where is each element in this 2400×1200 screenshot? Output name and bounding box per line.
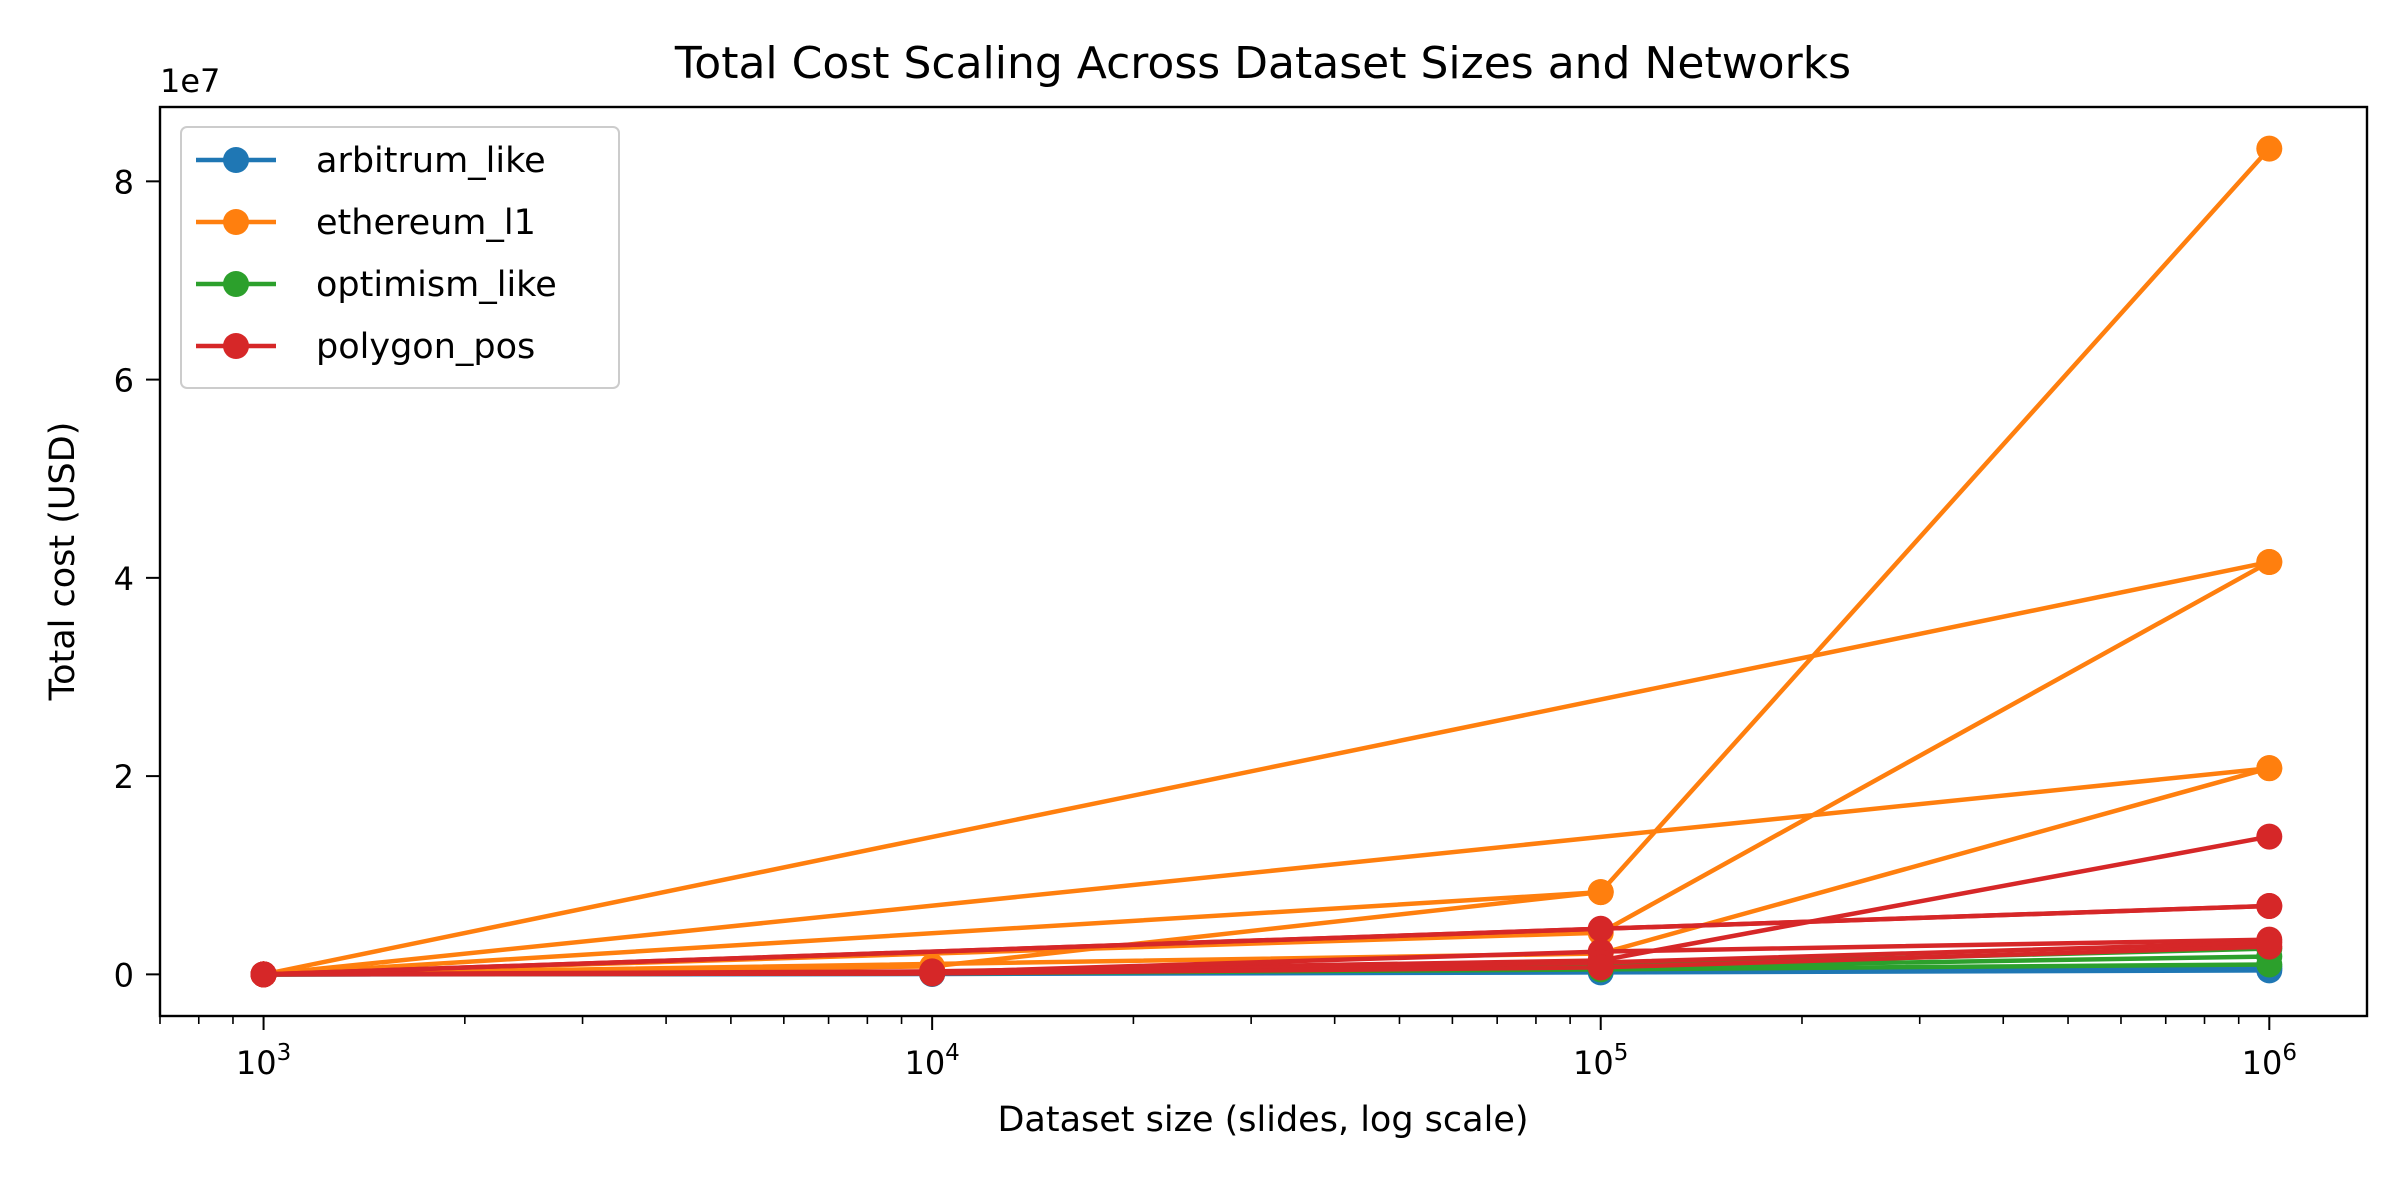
data-point xyxy=(2256,892,2283,919)
x-axis-label: Dataset size (slides, log scale) xyxy=(997,1100,1528,1140)
data-point xyxy=(1587,915,1614,942)
x-tick-label: 106 xyxy=(2242,1040,2297,1082)
data-point xyxy=(2256,933,2283,960)
data-point xyxy=(2256,135,2283,162)
y-tick-label: 2 xyxy=(114,758,134,796)
series-line xyxy=(260,559,2272,978)
legend-item-ethereum_l1: ethereum_l1 xyxy=(196,203,536,243)
legend-label: ethereum_l1 xyxy=(316,203,536,243)
series-line xyxy=(261,944,2272,977)
x-tick-label: 103 xyxy=(236,1040,291,1082)
legend-marker xyxy=(223,271,249,297)
legend-item-polygon_pos: polygon_pos xyxy=(196,327,535,367)
data-point xyxy=(2256,548,2283,575)
chart-title: Total Cost Scaling Across Dataset Sizes … xyxy=(674,38,1851,89)
legend-label: optimism_like xyxy=(316,265,557,305)
legend-item-arbitrum_like: arbitrum_like xyxy=(196,141,546,181)
y-tick-label: 0 xyxy=(114,956,134,994)
plot-area xyxy=(250,135,2283,988)
series-ethereum_l1 xyxy=(250,548,2283,988)
y-axis: 0 2 4 6 8 xyxy=(114,163,160,994)
x-tick-label: 105 xyxy=(1573,1040,1628,1082)
data-point xyxy=(919,960,946,987)
data-point xyxy=(2256,823,2283,850)
data-point xyxy=(250,961,277,988)
y-tick-label: 8 xyxy=(114,163,134,201)
x-tick-label: 104 xyxy=(904,1040,959,1082)
series-line xyxy=(261,765,2272,977)
data-point xyxy=(1587,879,1614,906)
y-axis-label: Total cost (USD) xyxy=(43,422,83,702)
series-polygon_pos xyxy=(250,933,2283,988)
data-point xyxy=(1587,954,1614,981)
legend-item-optimism_like: optimism_like xyxy=(196,265,557,305)
legend-marker xyxy=(223,147,249,173)
y-tick-label: 6 xyxy=(114,362,134,400)
legend-marker xyxy=(223,209,249,235)
legend-box xyxy=(180,126,620,389)
legend-label: polygon_pos xyxy=(316,327,535,367)
x-axis: 103 104 105 106 xyxy=(159,1016,2297,1082)
legend-marker xyxy=(223,333,249,359)
legend-label: arbitrum_like xyxy=(316,141,546,181)
plot-frame xyxy=(158,105,2369,1018)
y-offset-label: 1e7 xyxy=(160,62,220,100)
data-point xyxy=(2256,755,2283,782)
y-tick-label: 4 xyxy=(114,560,134,598)
legend: arbitrum_like ethereum_l1 optimism_likepol… xyxy=(180,126,620,389)
